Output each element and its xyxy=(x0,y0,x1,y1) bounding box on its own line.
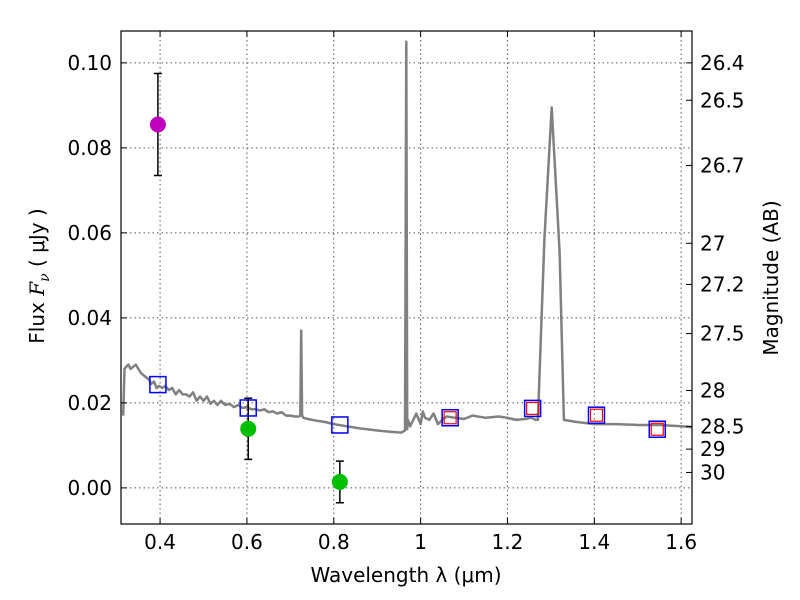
x-tick-label: 0.8 xyxy=(318,530,350,554)
observed-point xyxy=(331,473,348,490)
x-tick-label: 0.4 xyxy=(144,530,176,554)
mag-tick-label: 28.5 xyxy=(700,414,745,438)
model-square-red xyxy=(650,422,664,436)
mag-tick-label: 26.5 xyxy=(700,88,745,112)
x-axis-label: Wavelength λ (μm) xyxy=(310,563,501,587)
mag-tick-label: 27.2 xyxy=(700,272,745,296)
y-tick-label: 0.04 xyxy=(67,306,112,330)
y-tick-label: 0.00 xyxy=(67,476,112,500)
x-tick-label: 1 xyxy=(414,530,427,554)
mag-tick-label: 26.7 xyxy=(700,153,745,177)
ticks: 0.4 0.6 0.8 1 1.2 1.4 1.6 0.00 0.02 0.04 0.06 0.08 0… xyxy=(67,31,745,554)
mag-tick-label: 30 xyxy=(700,460,725,484)
model-square-red xyxy=(589,408,604,422)
model-square-red xyxy=(443,411,457,425)
model-square-blue xyxy=(441,409,459,427)
mag-tick-label: 29 xyxy=(700,437,725,461)
right-axis-label: Magnitude (AB) xyxy=(759,200,783,355)
y-axis-label-symbol: F xyxy=(25,281,49,297)
x-tick-label: 1.6 xyxy=(665,530,697,554)
sed-model-line xyxy=(121,40,692,434)
mag-tick-label: 27.5 xyxy=(700,322,745,346)
mag-tick-label: 28 xyxy=(700,379,725,403)
y-axis-label-suffix: ( μJy ) xyxy=(25,208,49,273)
model-square-red xyxy=(526,401,540,415)
y-axis-label-prefix: Flux xyxy=(25,296,49,344)
y-tick-label: 0.10 xyxy=(67,51,112,75)
model-square-blue xyxy=(149,375,167,394)
mag-tick-label: 27 xyxy=(700,231,725,255)
x-tick-label: 1.4 xyxy=(578,530,610,554)
model-square-blue xyxy=(587,406,606,424)
observed-point xyxy=(240,420,257,437)
model-square-blue xyxy=(648,420,667,438)
y-axis-label: Flux Fν ( μJy ) xyxy=(25,208,53,343)
x-tick-label: 1.2 xyxy=(492,530,524,554)
y-axis-label-subscript: ν xyxy=(37,273,53,282)
y-tick-label: 0.08 xyxy=(67,136,112,160)
y-tick-label: 0.02 xyxy=(67,391,112,415)
observed-point xyxy=(149,116,166,133)
y-tick-label: 0.06 xyxy=(67,221,112,245)
model-square-blue xyxy=(523,399,542,418)
model-square-blue xyxy=(239,399,257,417)
plot-data xyxy=(121,40,692,504)
x-tick-label: 0.6 xyxy=(231,530,263,554)
mag-tick-label: 26.4 xyxy=(700,51,745,75)
model-square-blue xyxy=(331,416,349,434)
plot-frame xyxy=(120,30,693,525)
